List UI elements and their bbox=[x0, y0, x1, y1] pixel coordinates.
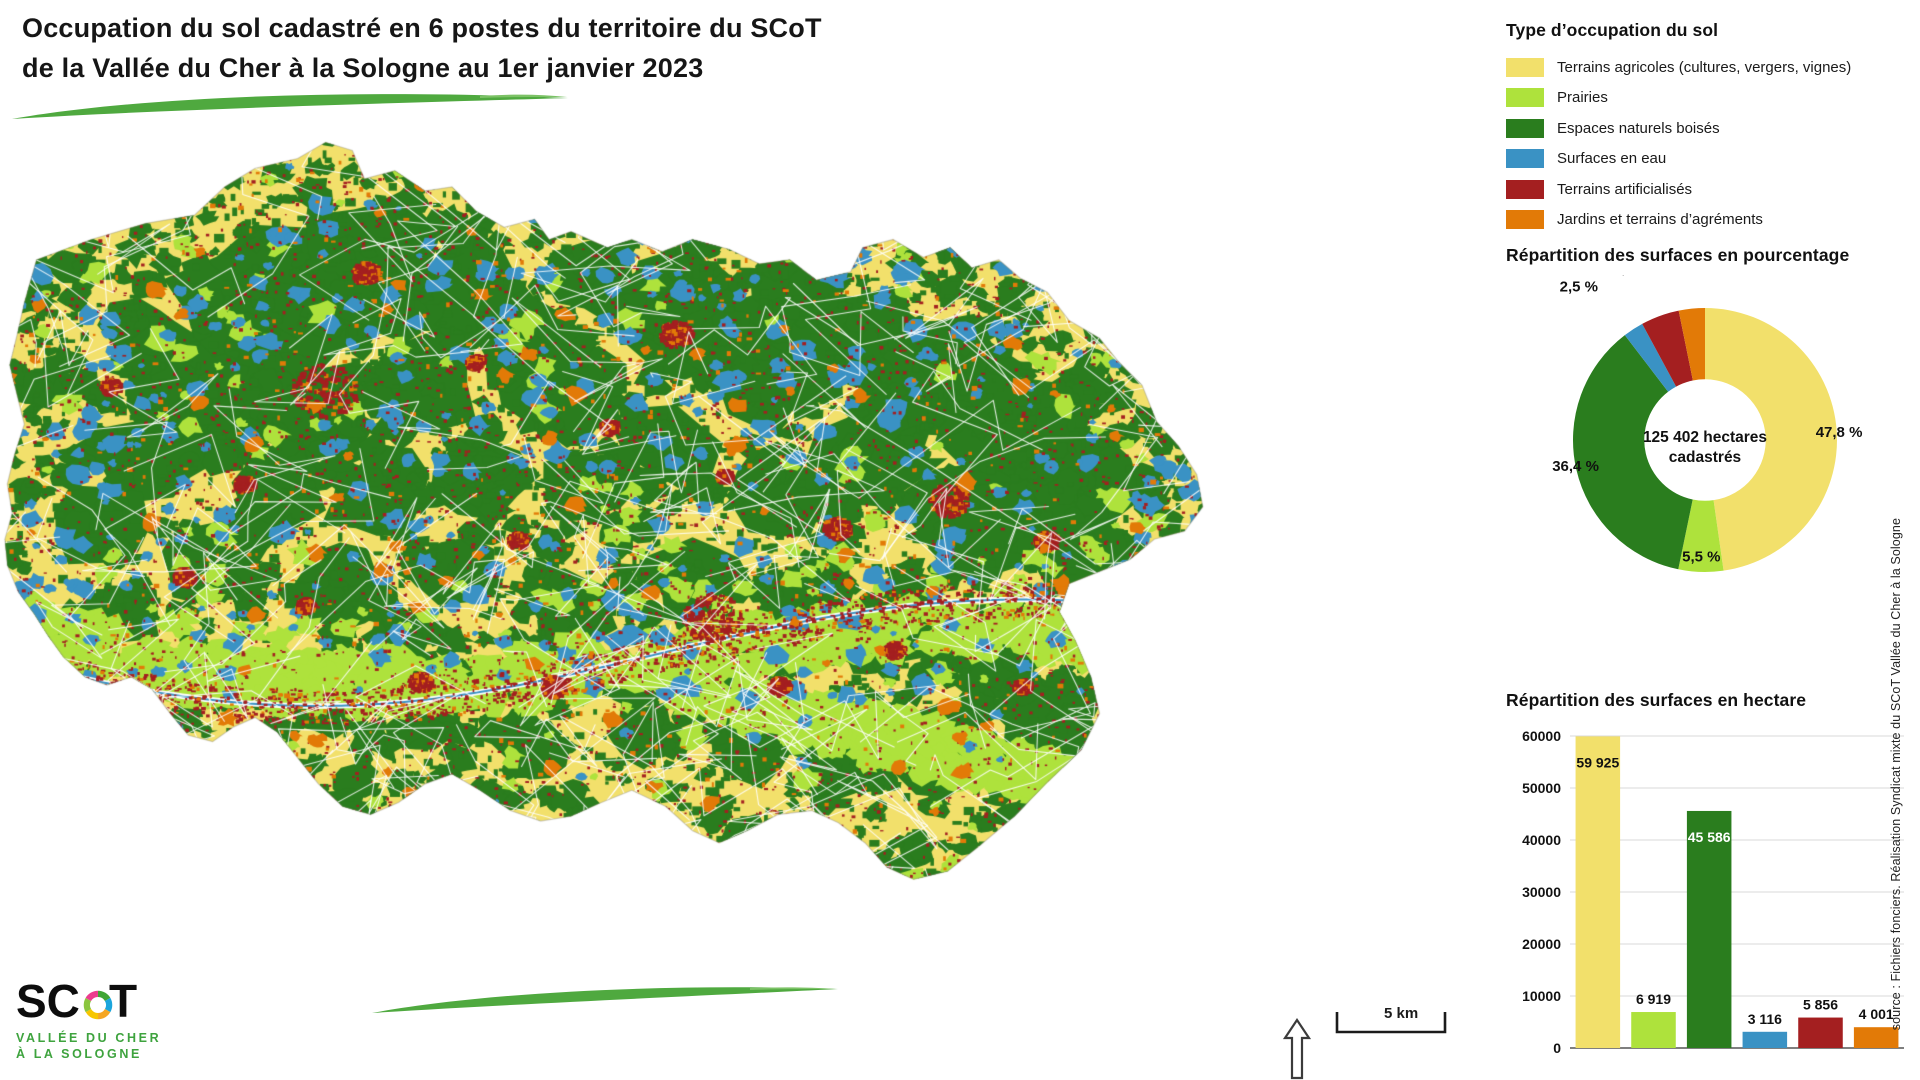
bar-chart-bar[interactable] bbox=[1798, 1017, 1843, 1048]
legend-title: Type d’occupation du sol bbox=[1506, 20, 1719, 40]
bar-chart-bar[interactable] bbox=[1742, 1031, 1788, 1048]
legend-swatch-icon bbox=[1506, 149, 1544, 169]
bar-chart-y-tick-label: 20000 bbox=[1522, 936, 1561, 952]
logo-word-after: T bbox=[109, 975, 139, 1027]
legend-swatch-icon bbox=[1506, 210, 1544, 230]
legend-item-surfaces-en-eau[interactable]: Surfaces en eau bbox=[1506, 144, 1918, 175]
legend-item-prairies[interactable]: Prairies bbox=[1506, 83, 1918, 114]
donut-chart[interactable]: 47,8 %5,5 %36,4 %2,5 %4,7 %3,2 %125 402 … bbox=[1490, 275, 1920, 585]
page-title: Occupation du sol cadastré en 6 postes d… bbox=[22, 8, 842, 88]
legend-item-label: Jardins et terrains d’agréments bbox=[1557, 211, 1763, 229]
logo-subtitle: VALLÉE DU CHER À LA SOLOGNE bbox=[16, 1030, 216, 1062]
bar-chart-value-label: 5 856 bbox=[1803, 997, 1838, 1013]
bar-chart-bar[interactable] bbox=[1631, 1012, 1676, 1048]
bar-chart-y-tick-label: 50000 bbox=[1522, 780, 1561, 796]
legend-swatch-icon bbox=[1506, 57, 1544, 77]
bar-chart-bar[interactable] bbox=[1686, 810, 1732, 1048]
bar-chart-bar[interactable] bbox=[1575, 736, 1621, 1048]
bar-chart-bar[interactable] bbox=[1853, 1027, 1899, 1048]
legend-item-terrains-agricoles[interactable]: Terrains agricoles (cultures, vergers, v… bbox=[1506, 52, 1918, 83]
bar-chart[interactable]: 0 10000 20000 30000 40000 50000 60000 59 925 6 9… bbox=[1498, 718, 1918, 1080]
bar-chart-y-tick-label: 40000 bbox=[1522, 832, 1561, 848]
legend-swatch-icon bbox=[1506, 118, 1544, 138]
legend-item-espaces-naturels-boises[interactable]: Espaces naturels boisés bbox=[1506, 113, 1918, 144]
scale-bar bbox=[1335, 1012, 1447, 1034]
bar-chart-svg[interactable]: 0 10000 20000 30000 40000 50000 60000 59 925 6 9… bbox=[1498, 718, 1918, 1080]
legend-item-label: Prairies bbox=[1557, 89, 1608, 107]
bar-chart-value-label: 59 925 bbox=[1576, 754, 1619, 770]
bar-chart-y-tick-label: 30000 bbox=[1522, 884, 1561, 900]
bar-chart-value-label: 4 001 bbox=[1859, 1006, 1894, 1022]
logo-subtitle-line-2: À LA SOLOGNE bbox=[16, 1047, 142, 1061]
bar-chart-value-label: 3 116 bbox=[1748, 1011, 1782, 1027]
donut-slice-label: 36,4 % bbox=[1552, 458, 1599, 475]
donut-slice[interactable] bbox=[1705, 308, 1838, 571]
legend-item-label: Surfaces en eau bbox=[1557, 150, 1667, 168]
legend-item-terrains-artificialises[interactable]: Terrains artificialisés bbox=[1506, 174, 1918, 205]
bar-chart-y-tick-label: 60000 bbox=[1522, 728, 1561, 744]
donut-slice-label: 4,7 % bbox=[1613, 275, 1651, 277]
legend-swatch-icon bbox=[1506, 179, 1544, 199]
land-use-map[interactable] bbox=[0, 118, 1215, 928]
right-panel: Type d’occupation du sol Terrains agrico… bbox=[1498, 0, 1920, 1080]
logo-subtitle-line-1: VALLÉE DU CHER bbox=[16, 1031, 162, 1045]
donut-center-line-2: cadastrés bbox=[1669, 449, 1741, 466]
donut-slice-label: 47,8 % bbox=[1816, 424, 1863, 441]
donut-slice-label: 2,5 % bbox=[1560, 279, 1598, 296]
logo-wordmark: SCoT bbox=[16, 978, 216, 1026]
legend-swatch-icon bbox=[1506, 88, 1544, 108]
map-canvas[interactable] bbox=[0, 118, 1215, 928]
page-title-line-1: Occupation du sol cadastré en 6 postes d… bbox=[22, 13, 822, 43]
logo-word-before: SC bbox=[16, 975, 80, 1027]
bar-chart-y-tick-label: 10000 bbox=[1522, 988, 1561, 1004]
donut-slice[interactable] bbox=[1573, 335, 1693, 570]
legend-item-label: Espaces naturels boisés bbox=[1557, 119, 1720, 137]
legend-item-label: Terrains artificialisés bbox=[1557, 180, 1693, 198]
bar-chart-value-label: 6 919 bbox=[1636, 991, 1671, 1007]
scot-logo: SCoT VALLÉE DU CHER À LA SOLOGNE bbox=[16, 978, 216, 1062]
donut-chart-title: Répartition des surfaces en pourcentage bbox=[1506, 245, 1850, 265]
legend-list: Terrains agricoles (cultures, vergers, v… bbox=[1506, 52, 1918, 235]
donut-chart-svg[interactable]: 47,8 %5,5 %36,4 %2,5 %4,7 %3,2 %125 402 … bbox=[1490, 275, 1920, 585]
donut-slice[interactable] bbox=[1642, 310, 1693, 387]
donut-slice[interactable] bbox=[1624, 323, 1677, 392]
north-arrow-icon bbox=[1282, 1018, 1312, 1080]
bar-chart-value-label: 45 586 bbox=[1688, 829, 1731, 845]
pinwheel-icon bbox=[83, 990, 113, 1020]
green-swoosh-top-decoration bbox=[12, 94, 568, 119]
donut-slice[interactable] bbox=[1678, 499, 1724, 572]
donut-center-line-1: 125 402 hectares bbox=[1643, 429, 1767, 446]
bar-chart-title: Répartition des surfaces en hectare bbox=[1506, 690, 1807, 710]
legend-item-jardins-terrains-agrements[interactable]: Jardins et terrains d’agréments bbox=[1506, 205, 1918, 236]
source-credit: source : Fichiers fonciers. Réalisation … bbox=[1889, 518, 1903, 1031]
page-title-line-2: de la Vallée du Cher à la Sologne au 1er… bbox=[22, 53, 704, 83]
scale-bar-label: 5 km bbox=[1384, 1005, 1419, 1022]
green-swoosh-bottom-decoration bbox=[372, 987, 838, 1013]
bar-chart-y-tick-label: 0 bbox=[1553, 1040, 1561, 1056]
donut-slice-label: 5,5 % bbox=[1682, 548, 1720, 565]
donut-slice[interactable] bbox=[1678, 308, 1705, 381]
legend-item-label: Terrains agricoles (cultures, vergers, v… bbox=[1557, 58, 1852, 76]
